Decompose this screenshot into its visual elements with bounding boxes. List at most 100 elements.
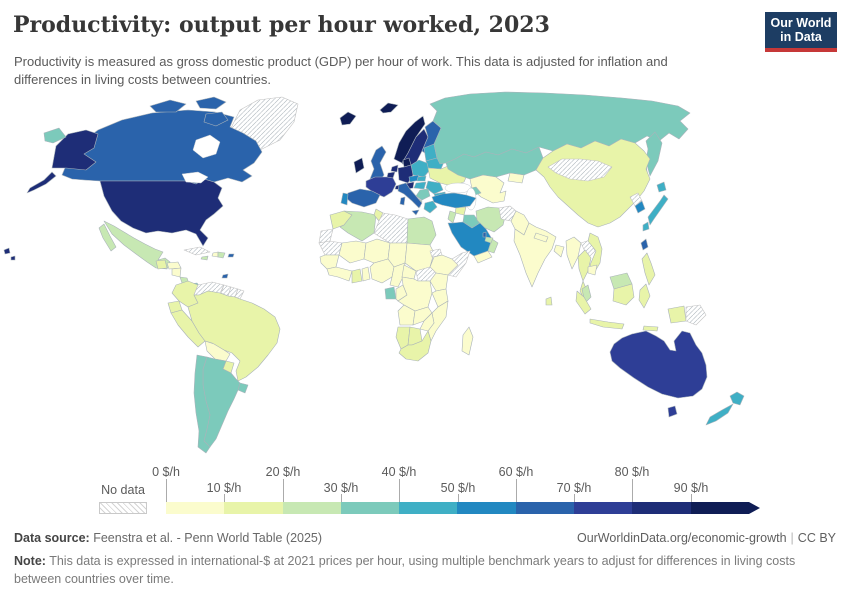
country-south-africa[interactable]	[398, 330, 432, 362]
country-dominican-republic[interactable]	[217, 251, 226, 259]
country-japan[interactable]	[642, 181, 669, 232]
country-hawaii[interactable]	[3, 247, 16, 261]
country-argentina[interactable]	[202, 356, 241, 448]
country-turkey[interactable]	[431, 192, 477, 209]
country-syria[interactable]	[454, 206, 467, 216]
legend-no-data-swatch[interactable]	[99, 502, 147, 514]
legend-segment-70-80[interactable]	[574, 502, 633, 514]
country-mongolia[interactable]	[547, 158, 613, 182]
country-benin[interactable]	[361, 266, 371, 282]
country-haiti[interactable]	[211, 251, 219, 258]
country-south-korea[interactable]	[634, 200, 646, 214]
country-trinidad[interactable]	[221, 273, 229, 279]
legend-tick	[341, 494, 342, 502]
country-saudi-arabia[interactable]	[447, 221, 493, 257]
country-slovakia[interactable]	[416, 175, 427, 182]
footer-license-link[interactable]: CC BY	[797, 531, 836, 545]
country-hungary[interactable]	[413, 181, 427, 190]
country-greece[interactable]	[423, 200, 438, 214]
country-canada-islands[interactable]	[149, 96, 229, 127]
country-philippines[interactable]	[641, 252, 656, 286]
legend-arrow	[748, 502, 760, 514]
country-gabon[interactable]	[384, 286, 397, 300]
country-usa[interactable]	[99, 178, 224, 247]
country-papua-new-guinea[interactable]	[685, 304, 707, 326]
country-bolivia[interactable]	[204, 340, 231, 362]
legend-segment-10-20[interactable]	[224, 502, 283, 514]
country-romania[interactable]	[425, 180, 444, 195]
legend-segment-30-40[interactable]	[340, 502, 400, 514]
country-iran[interactable]	[475, 206, 507, 233]
page-title: Productivity: output per hour worked, 20…	[13, 12, 550, 38]
country-china[interactable]	[535, 138, 651, 228]
country-italy[interactable]	[397, 182, 423, 216]
footer-links: OurWorldinData.org/economic-growth | CC BY	[577, 531, 836, 545]
legend-segment-90-plus[interactable]	[690, 502, 749, 514]
great-lakes	[181, 171, 209, 184]
world-map	[3, 91, 745, 454]
legend-segment-0-10[interactable]	[166, 502, 225, 514]
legend-segment-60-70[interactable]	[515, 502, 575, 514]
country-ghana[interactable]	[351, 268, 363, 284]
country-algeria[interactable]	[339, 210, 377, 242]
country-new-zealand[interactable]	[705, 391, 745, 426]
country-jordan[interactable]	[447, 210, 457, 224]
country-puerto-rico[interactable]	[227, 253, 235, 258]
country-alaska[interactable]	[26, 129, 99, 194]
country-angola[interactable]	[397, 304, 416, 326]
country-somalia[interactable]	[447, 250, 471, 278]
country-zimbabwe[interactable]	[419, 312, 435, 332]
country-australia[interactable]	[609, 330, 708, 399]
footer-note: Note: This data is expressed in internat…	[14, 553, 836, 589]
country-spain[interactable]	[345, 188, 381, 208]
country-madagascar[interactable]	[461, 326, 474, 356]
country-russia-chukotka[interactable]	[43, 127, 67, 144]
legend-segment-50-60[interactable]	[457, 502, 516, 514]
country-west-balkans[interactable]	[415, 188, 431, 201]
country-yemen[interactable]	[473, 250, 493, 264]
country-portugal[interactable]	[340, 192, 349, 206]
owid-logo[interactable]: Our World in Data	[765, 12, 837, 52]
legend-tick	[458, 494, 459, 502]
legend-segment-80-90[interactable]	[632, 502, 691, 514]
legend-tick	[224, 494, 225, 502]
footer-url-link[interactable]: OurWorldinData.org/economic-growth	[576, 531, 787, 545]
country-taiwan[interactable]	[640, 238, 649, 251]
country-qatar[interactable]	[482, 231, 487, 238]
country-nicaragua[interactable]	[171, 267, 182, 278]
country-jamaica[interactable]	[200, 255, 209, 261]
country-cuba[interactable]	[183, 246, 211, 256]
country-mexico[interactable]	[98, 220, 171, 270]
country-nepal[interactable]	[533, 232, 549, 243]
country-kenya[interactable]	[429, 272, 449, 292]
country-iceland[interactable]	[339, 111, 357, 126]
country-chile[interactable]	[193, 354, 211, 454]
legend-no-data-label: No data	[101, 483, 145, 497]
country-netherlands[interactable]	[390, 164, 399, 173]
country-united-kingdom[interactable]	[369, 145, 387, 186]
country-cameroon[interactable]	[389, 262, 406, 288]
country-cote-divoire[interactable]	[326, 266, 353, 282]
country-tanzania[interactable]	[431, 288, 449, 308]
country-svalbard[interactable]	[379, 102, 399, 114]
legend-segment-20-30[interactable]	[282, 502, 341, 514]
country-oman[interactable]	[487, 238, 499, 254]
country-indonesia[interactable]	[575, 283, 687, 332]
legend-tick	[691, 494, 692, 502]
country-guatemala[interactable]	[155, 259, 168, 270]
country-ireland[interactable]	[353, 157, 365, 174]
country-mauritania[interactable]	[318, 240, 343, 256]
country-sri-lanka[interactable]	[545, 296, 553, 306]
country-uae[interactable]	[484, 236, 494, 244]
country-kyrgyzstan[interactable]	[507, 172, 525, 184]
country-uzbekistan[interactable]	[469, 174, 507, 204]
country-bangladesh[interactable]	[553, 244, 565, 258]
country-tasmania[interactable]	[667, 405, 678, 418]
country-mali[interactable]	[338, 240, 367, 264]
country-india[interactable]	[513, 222, 557, 288]
country-egypt[interactable]	[406, 216, 437, 246]
legend-segment-40-50[interactable]	[399, 502, 458, 514]
country-cambodia[interactable]	[587, 264, 598, 276]
hudson-bay	[192, 134, 221, 159]
legend-tick	[399, 479, 400, 502]
